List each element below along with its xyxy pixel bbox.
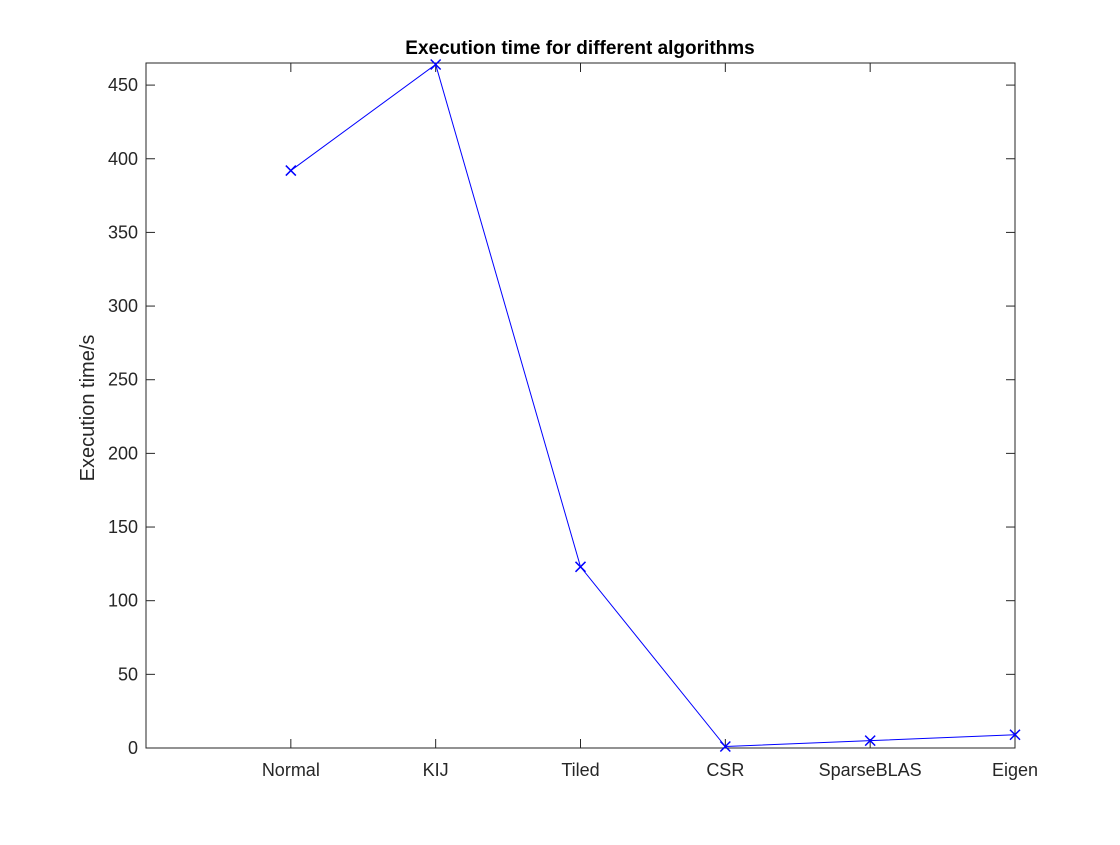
data-point-marker: [574, 561, 587, 573]
y-tick-label: 250: [108, 370, 138, 390]
data-point-marker: [719, 740, 731, 753]
y-tick-label: 150: [108, 517, 138, 537]
y-tick-label: 50: [118, 664, 138, 684]
x-tick-label: Tiled: [561, 760, 599, 780]
x-tick-label: Eigen: [992, 760, 1038, 780]
data-point-marker: [285, 165, 297, 177]
series-line: [290, 63, 1016, 748]
plot-area: 0 50 100 150 200 250 300 350 400 450 Normal KIJ Tile…: [108, 58, 1038, 780]
y-tick-label: 0: [128, 738, 138, 758]
data-point-marker: [430, 58, 442, 71]
y-axis-label: Execution time/s: [77, 335, 99, 482]
x-tick-label: SparseBLAS: [819, 760, 922, 780]
y-tick-label: 350: [108, 222, 138, 242]
y-tick-label: 400: [108, 149, 138, 169]
y-tick-label: 100: [108, 591, 138, 611]
y-tick-label: 300: [108, 296, 138, 316]
data-point-marker: [1009, 729, 1021, 741]
x-tick-label: CSR: [706, 760, 744, 780]
y-tick-label: 200: [108, 443, 138, 463]
x-tick-label: KIJ: [423, 760, 449, 780]
x-tick-label: Normal: [262, 760, 320, 780]
data-point-marker: [864, 735, 876, 747]
chart-title: Execution time for different algorithms: [405, 38, 754, 59]
y-tick-label: 450: [108, 75, 138, 95]
